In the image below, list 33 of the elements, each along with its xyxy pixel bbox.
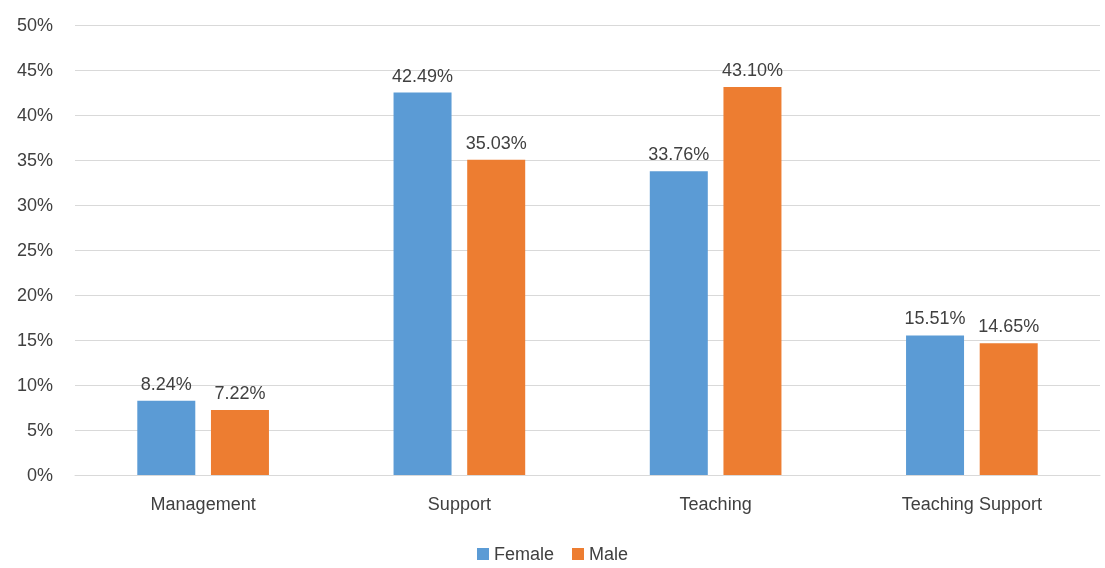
- bar: [210, 410, 269, 475]
- data-label: 35.03%: [465, 132, 527, 153]
- y-tick-label: 15%: [16, 330, 53, 350]
- y-tick-label: 50%: [16, 15, 53, 35]
- data-label: 43.10%: [721, 60, 783, 81]
- bar: [467, 159, 526, 475]
- data-label: 15.51%: [904, 308, 966, 329]
- bar: [137, 400, 196, 475]
- y-tick-label: 10%: [16, 375, 53, 395]
- y-tick-label: 25%: [16, 240, 53, 260]
- y-tick-label: 0%: [26, 465, 53, 485]
- data-label: 33.76%: [648, 144, 710, 165]
- legend-label: Female: [493, 544, 555, 564]
- y-tick-label: 30%: [16, 195, 53, 215]
- data-label: 8.24%: [140, 373, 192, 394]
- x-tick-label: Management: [150, 494, 256, 514]
- bar: [723, 87, 782, 475]
- bar: [979, 343, 1038, 475]
- x-tick-label: Support: [427, 494, 491, 514]
- x-tick-label: Teaching: [679, 494, 752, 514]
- bar: [906, 335, 965, 475]
- y-tick-label: 5%: [26, 420, 53, 440]
- y-tick-label: 40%: [16, 105, 53, 125]
- data-label: 14.65%: [978, 316, 1040, 337]
- bar: [649, 171, 708, 475]
- x-tick-label: Teaching Support: [901, 494, 1042, 514]
- data-label: 42.49%: [392, 65, 454, 86]
- bar: [393, 92, 452, 475]
- legend-label: Male: [589, 544, 629, 564]
- data-label: 7.22%: [214, 383, 266, 404]
- y-tick-label: 35%: [16, 150, 53, 170]
- y-tick-label: 45%: [16, 60, 53, 80]
- y-tick-label: 20%: [16, 285, 53, 305]
